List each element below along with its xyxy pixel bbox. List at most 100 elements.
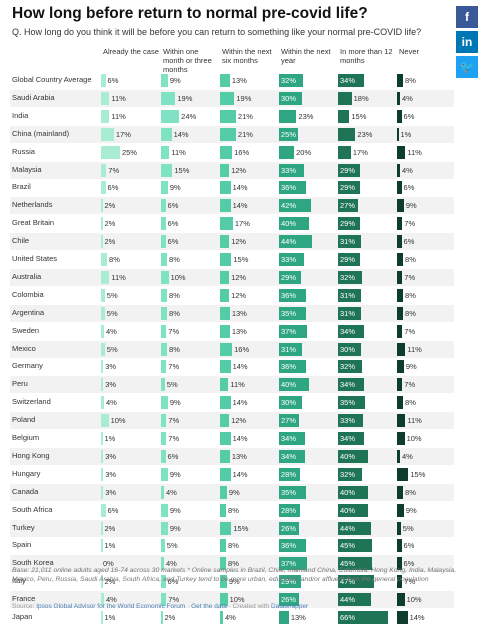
value-label: 7% (168, 362, 180, 372)
value-label: 6% (167, 451, 179, 461)
value-bar (279, 288, 307, 302)
get-data-link[interactable]: Get the data (191, 603, 227, 610)
linkedin-icon[interactable]: in (456, 31, 478, 53)
country-label: Peru (12, 379, 28, 389)
value-bar (101, 414, 109, 428)
value-label: 8% (405, 398, 416, 408)
value-label: 5% (402, 523, 414, 533)
value-bar (397, 342, 406, 356)
value-label: 34% (340, 76, 356, 85)
value-bar (101, 449, 104, 463)
country-label: Great Britain (12, 218, 55, 228)
value-bar (161, 74, 168, 87)
value-bar (279, 324, 308, 338)
value-bar (220, 217, 233, 231)
value-bar (101, 217, 103, 231)
value-bar (161, 145, 170, 159)
source-link[interactable]: Ipsos Global Advisor for the World Econo… (36, 603, 186, 610)
value-label: 9% (169, 523, 181, 533)
value-bar (397, 503, 404, 517)
value-bar (220, 414, 230, 428)
value-bar (279, 396, 302, 410)
value-label: 7% (108, 165, 120, 175)
value-label: 13% (231, 451, 247, 461)
value-label: 6% (403, 183, 415, 193)
twitter-icon[interactable]: 🐦 (456, 56, 478, 78)
value-bar (101, 181, 106, 195)
value-bar (338, 306, 362, 320)
value-bar (279, 109, 297, 123)
value-bar (220, 611, 224, 624)
country-label: Hong Kong (12, 450, 50, 460)
value-bar (397, 575, 403, 589)
facebook-icon[interactable]: f (456, 6, 478, 28)
value-label: 27% (281, 416, 297, 426)
value-label: 2% (104, 201, 116, 211)
value-bar (220, 288, 230, 302)
value-bar (101, 378, 104, 392)
value-bar (161, 521, 168, 535)
value-label: 8% (405, 290, 416, 300)
value-label: 6% (107, 76, 119, 85)
value-label: 24% (181, 111, 197, 121)
value-bar (220, 467, 231, 481)
value-bar (279, 253, 304, 266)
value-bar (279, 127, 298, 141)
value-label: 5% (166, 541, 178, 551)
value-bar (338, 342, 361, 356)
value-bar (279, 306, 306, 320)
value-label: 14% (232, 398, 248, 408)
value-label: 30% (281, 398, 297, 408)
value-label: 11% (111, 93, 126, 103)
value-bar (338, 127, 356, 141)
value-label: 7% (404, 326, 416, 336)
value-label: 30% (281, 93, 297, 103)
value-label: 10% (406, 434, 422, 443)
value-bar (101, 109, 110, 123)
value-bar (101, 360, 104, 374)
value-label: 3% (105, 487, 117, 497)
country-label: Colombia (12, 289, 44, 299)
value-label: 36% (281, 290, 297, 300)
value-bar (220, 593, 228, 607)
value-label: 40% (340, 505, 356, 515)
value-bar (220, 127, 236, 141)
value-label: 18% (353, 93, 369, 103)
value-bar (397, 557, 402, 571)
value-label: 9% (405, 362, 417, 372)
value-label: 13% (231, 326, 247, 336)
value-bar (101, 253, 108, 266)
value-bar (397, 288, 404, 302)
value-label: 29% (281, 272, 297, 282)
created-with-text: · Created with (226, 603, 271, 610)
value-label: 0% (103, 559, 114, 569)
value-bar (161, 127, 172, 141)
value-label: 26% (281, 523, 297, 533)
value-bar (220, 74, 230, 87)
value-bar (220, 324, 230, 338)
value-bar (397, 485, 404, 499)
value-bar (338, 235, 362, 249)
value-bar (220, 235, 230, 249)
value-bar (161, 485, 165, 499)
value-label: 9% (169, 469, 181, 479)
value-label: 10% (406, 595, 422, 605)
value-bar (161, 449, 166, 463)
value-bar (220, 109, 236, 123)
datawrapper-link[interactable]: Datawrapper (270, 603, 309, 610)
value-label: 1% (104, 434, 116, 443)
value-label: 27% (340, 201, 356, 211)
value-bar (220, 521, 232, 535)
value-bar (161, 217, 166, 231)
value-bar (220, 181, 231, 195)
value-bar (279, 235, 313, 249)
value-bar (161, 503, 168, 517)
value-bar (101, 163, 107, 177)
value-label: 29% (340, 219, 356, 229)
value-label: 34% (340, 380, 356, 390)
value-label: 6% (167, 219, 179, 229)
value-bar (279, 270, 301, 284)
country-label: Hungary (12, 468, 41, 478)
value-label: 7% (168, 326, 180, 336)
value-bar (397, 306, 404, 320)
